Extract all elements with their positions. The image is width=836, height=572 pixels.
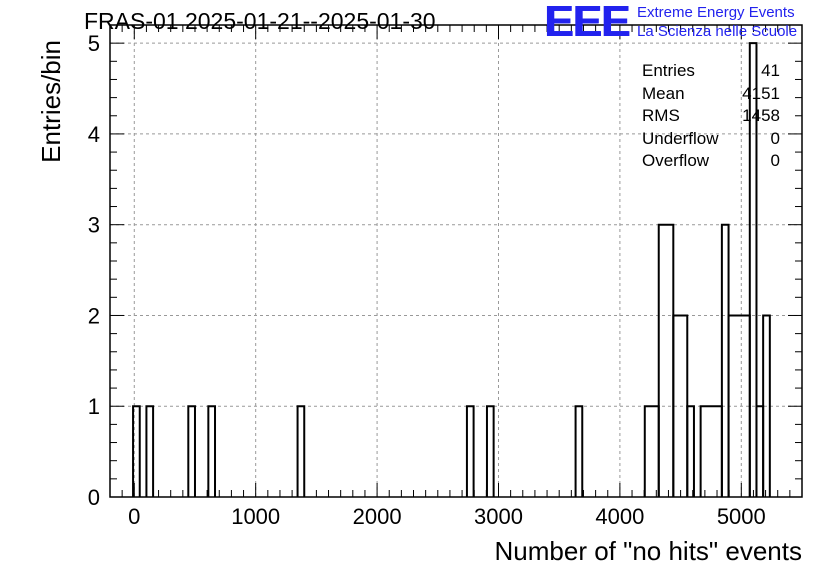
chart-title: FRAS-01 2025-01-21--2025-01-30	[84, 8, 436, 34]
histogram-bar	[485, 405, 495, 497]
histogram-bar	[720, 223, 730, 497]
x-axis-label: Number of "no hits" events	[494, 536, 803, 566]
histogram-bar	[762, 314, 771, 497]
y-tick-label: 5	[88, 31, 100, 56]
histogram-bar	[465, 405, 475, 497]
histogram-bar	[296, 405, 306, 497]
eee-logo-mark: EEE	[544, 0, 630, 46]
histogram-bar	[686, 405, 695, 497]
y-tick-label: 1	[88, 394, 100, 419]
stats-row-rms: RMS 1458	[642, 106, 780, 125]
stats-row-mean: Mean 4151	[642, 83, 780, 103]
stats-row-underflow: Underflow 0	[642, 128, 780, 148]
histogram-bar	[187, 405, 196, 497]
histogram-bar	[145, 405, 155, 497]
x-tick-label: 2000	[353, 504, 402, 529]
stats-box: Entries 41 Mean 4151 RMS 1458 Underflow 0 Ov…	[642, 60, 780, 173]
y-tick-label: 3	[88, 213, 100, 238]
y-tick-label: 4	[88, 122, 100, 147]
eee-logo-text: Extreme Energy Events La Scienza nelle S…	[637, 3, 797, 41]
x-tick-label: 5000	[717, 504, 766, 529]
logo-line-1: Extreme Energy Events	[637, 4, 795, 21]
histogram-bar	[699, 405, 723, 497]
x-tick-label: 3000	[474, 504, 523, 529]
histogram-bar	[643, 405, 660, 497]
stats-row-entries: Entries 41	[642, 61, 780, 80]
y-tick-label: 2	[88, 303, 100, 328]
x-tick-label: 4000	[595, 504, 644, 529]
y-axis-label: Entries/bin	[36, 40, 66, 163]
histogram-bar	[657, 223, 675, 497]
histogram-bar	[132, 405, 141, 497]
histogram-bar	[755, 405, 765, 497]
histogram-bar	[574, 405, 584, 497]
logo-line-2: La Scienza nelle Scuole	[637, 23, 798, 40]
stats-row-overflow: Overflow 0	[642, 151, 780, 170]
x-tick-label: 0	[128, 504, 140, 529]
histogram-bar	[748, 42, 758, 497]
x-tick-label: 1000	[231, 504, 280, 529]
y-tick-label: 0	[88, 485, 100, 510]
histogram-bar	[207, 405, 217, 497]
